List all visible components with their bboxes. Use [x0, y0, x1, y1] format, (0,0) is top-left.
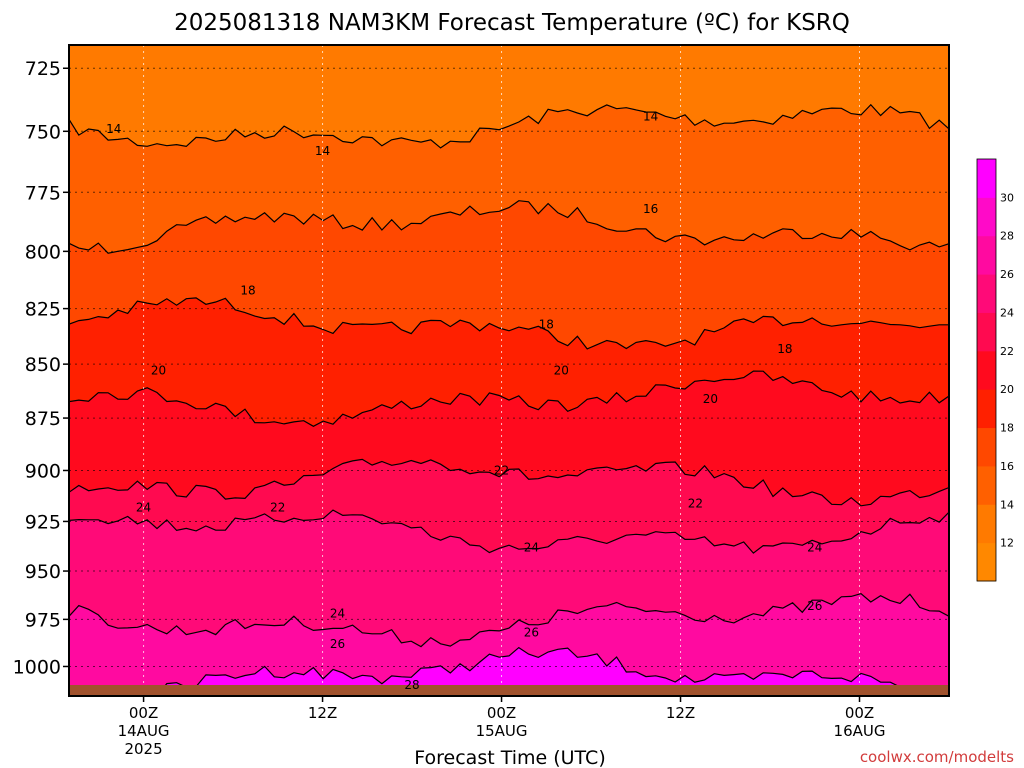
y-tick-label: 750 — [25, 121, 61, 143]
temperature-band — [69, 297, 949, 427]
temperature-band — [69, 45, 949, 148]
y-tick-label: 975 — [25, 609, 61, 631]
contour-label: 14 — [315, 144, 330, 158]
contour-label: 20 — [703, 392, 718, 406]
credit-link[interactable]: coolwx.com/modelts — [860, 748, 1014, 766]
contour-label: 26 — [524, 626, 539, 640]
y-tick-label: 900 — [25, 460, 61, 482]
contour-line — [69, 370, 949, 427]
colorbar-segment — [977, 159, 996, 198]
colorbar-segment — [977, 542, 996, 582]
x-tick-label: 16AUG — [834, 722, 886, 740]
contour-lines — [69, 103, 949, 696]
plot-frame — [68, 44, 950, 697]
contour-line — [69, 646, 949, 696]
y-tick-label: 950 — [25, 561, 61, 583]
grid-lines — [69, 45, 949, 696]
contour-label: 28 — [404, 678, 419, 692]
colorbar-segment — [977, 274, 996, 313]
temperature-band — [69, 510, 949, 647]
contour-line — [69, 593, 949, 648]
colorbar-label: 24 — [1000, 306, 1014, 319]
contour-label: 22 — [270, 500, 285, 514]
contour-line — [69, 200, 949, 254]
y-tick-label: 800 — [25, 241, 61, 263]
y-tick-label: 1000 — [13, 656, 61, 678]
temperature-band — [69, 104, 949, 254]
contour-line — [69, 297, 949, 350]
temperature-band — [69, 371, 949, 506]
colorbar-segment — [977, 312, 996, 352]
contour-label: 18 — [777, 342, 792, 356]
contour-label: 24 — [807, 540, 822, 554]
contour-label: 20 — [151, 364, 166, 378]
x-axis-label: Forecast Time (UTC) — [414, 747, 605, 768]
contour-line — [69, 103, 949, 149]
x-tick-label: 12Z — [666, 704, 695, 722]
ground-area — [69, 684, 949, 696]
y-axis: 725 750 775 800 825 850 875 900 925 950 975 1000 — [13, 58, 69, 678]
colorbar-segment — [977, 465, 996, 505]
colorbar-label: 18 — [1000, 422, 1014, 435]
y-tick-label: 850 — [25, 354, 61, 376]
contour-label: 18 — [240, 283, 255, 297]
x-tick-label: 12Z — [308, 704, 337, 722]
colorbar: 12 14 16 18 20 22 24 26 28 30 — [976, 158, 1014, 582]
contour-label: 14 — [643, 109, 658, 123]
x-tick-label: 00Z — [129, 704, 158, 722]
contour-label: 26 — [330, 637, 345, 651]
temperature-band — [69, 200, 949, 349]
temperature-band — [69, 593, 949, 696]
y-tick-label: 775 — [25, 182, 61, 204]
contour-label: 26 — [807, 599, 822, 613]
colorbar-segment — [977, 235, 996, 275]
colorbar-frame — [976, 158, 997, 582]
temperature-fill — [69, 45, 949, 696]
colorbar-label: 14 — [1000, 498, 1014, 511]
contour-line — [69, 509, 949, 554]
colorbar-segment — [977, 427, 996, 467]
colorbar-label: 22 — [1000, 345, 1014, 358]
colorbar-segment — [977, 350, 996, 390]
colorbar-label: 12 — [1000, 537, 1014, 550]
colorbar-segment — [977, 389, 996, 429]
colorbar-label: 26 — [1000, 268, 1014, 281]
contour-label: 20 — [554, 364, 569, 378]
contour-label: 24 — [330, 607, 345, 621]
x-tick-label: 00Z — [845, 704, 874, 722]
x-tick-label: 15AUG — [476, 722, 528, 740]
colorbar-label: 28 — [1000, 230, 1014, 243]
colorbar-label: 20 — [1000, 383, 1014, 396]
x-tick-label: 00Z — [487, 704, 516, 722]
contour-label: 24 — [136, 500, 151, 514]
chart-title: 2025081318 NAM3KM Forecast Temperature (… — [174, 10, 850, 36]
temperature-band — [69, 647, 949, 696]
contour-labels: 14 14 14 16 18 18 18 20 20 20 22 22 22 24 24 24 24 26 26 26… — [106, 109, 822, 692]
contour-label: 22 — [688, 496, 703, 510]
temperature-band — [69, 459, 949, 554]
contour-label: 16 — [643, 202, 658, 216]
contour-label: 22 — [494, 463, 509, 477]
y-tick-label: 825 — [25, 299, 61, 321]
y-tick-label: 725 — [25, 58, 61, 80]
y-tick-label: 875 — [25, 408, 61, 430]
y-tick-label: 925 — [25, 511, 61, 533]
colorbar-label: 30 — [1000, 191, 1014, 204]
colorbar-segment — [977, 504, 996, 544]
x-tick-label: 14AUG — [118, 722, 170, 740]
contour-label: 14 — [106, 122, 121, 136]
contour-line — [69, 458, 949, 507]
contour-label: 18 — [539, 317, 554, 331]
x-tick-label: 2025 — [124, 740, 162, 758]
colorbar-segment — [977, 197, 996, 237]
contour-label: 24 — [524, 540, 539, 554]
colorbar-label: 16 — [1000, 460, 1014, 473]
